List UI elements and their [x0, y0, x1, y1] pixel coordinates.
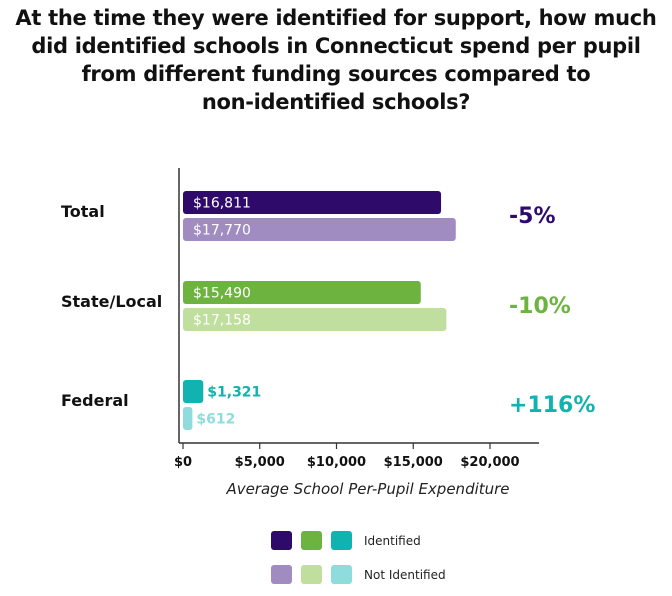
- axis-layer: $0 $5,000 $10,000 $15,000 $20,000 Average Sch…: [174, 168, 540, 498]
- bars-layer: Total $16,811 $17,770 -5% State/Local $15,490…: [61, 191, 595, 430]
- category-label: Federal: [61, 391, 129, 410]
- bar-not-identified: [183, 308, 447, 331]
- category-label: State/Local: [61, 292, 162, 311]
- percent-difference-label: +116%: [509, 393, 595, 418]
- legend-not-identified-swatch: [271, 565, 292, 584]
- bar-identified: [183, 281, 421, 304]
- x-axis-title: Average School Per-Pupil Expenditure: [225, 480, 509, 498]
- legend-identified-label: Identified: [364, 534, 421, 548]
- legend: Identified Not Identified: [271, 531, 446, 584]
- chart-title-line-2: did identified schools in Connecticut sp…: [31, 34, 641, 58]
- legend-identified-swatch: [331, 531, 352, 550]
- chart-title: At the time they were identified for sup…: [0, 4, 672, 116]
- bar-value-label: $17,770: [193, 223, 251, 239]
- legend-not-identified-swatch: [331, 565, 352, 584]
- chart-title-line-1: At the time they were identified for sup…: [15, 6, 657, 30]
- bar-value-label: $16,811: [193, 196, 251, 212]
- x-tick-label: $15,000: [384, 455, 443, 470]
- x-tick-label: $0: [174, 455, 192, 470]
- bar-value-label: $612: [196, 412, 235, 428]
- bar-identified: [183, 191, 442, 214]
- legend-not-identified-label: Not Identified: [364, 568, 446, 582]
- bar-not-identified: [183, 218, 456, 241]
- bar-not-identified: [183, 407, 193, 430]
- bar-identified: [183, 380, 204, 403]
- x-tick-label: $20,000: [460, 455, 519, 470]
- bar-value-label: $1,321: [207, 385, 261, 401]
- x-tick-label: $5,000: [235, 455, 285, 470]
- bar-value-label: $15,490: [193, 286, 251, 302]
- x-tick-label: $10,000: [307, 455, 366, 470]
- chart-title-line-3: from different funding sources compared …: [81, 62, 591, 86]
- legend-identified-swatch: [301, 531, 322, 550]
- category-label: Total: [61, 202, 105, 221]
- chart-title-line-4: non-identified schools?: [201, 90, 471, 114]
- bar-value-label: $17,158: [193, 313, 251, 329]
- legend-not-identified-swatch: [301, 565, 322, 584]
- percent-difference-label: -10%: [509, 294, 571, 319]
- legend-identified-swatch: [271, 531, 292, 550]
- percent-difference-label: -5%: [509, 204, 555, 229]
